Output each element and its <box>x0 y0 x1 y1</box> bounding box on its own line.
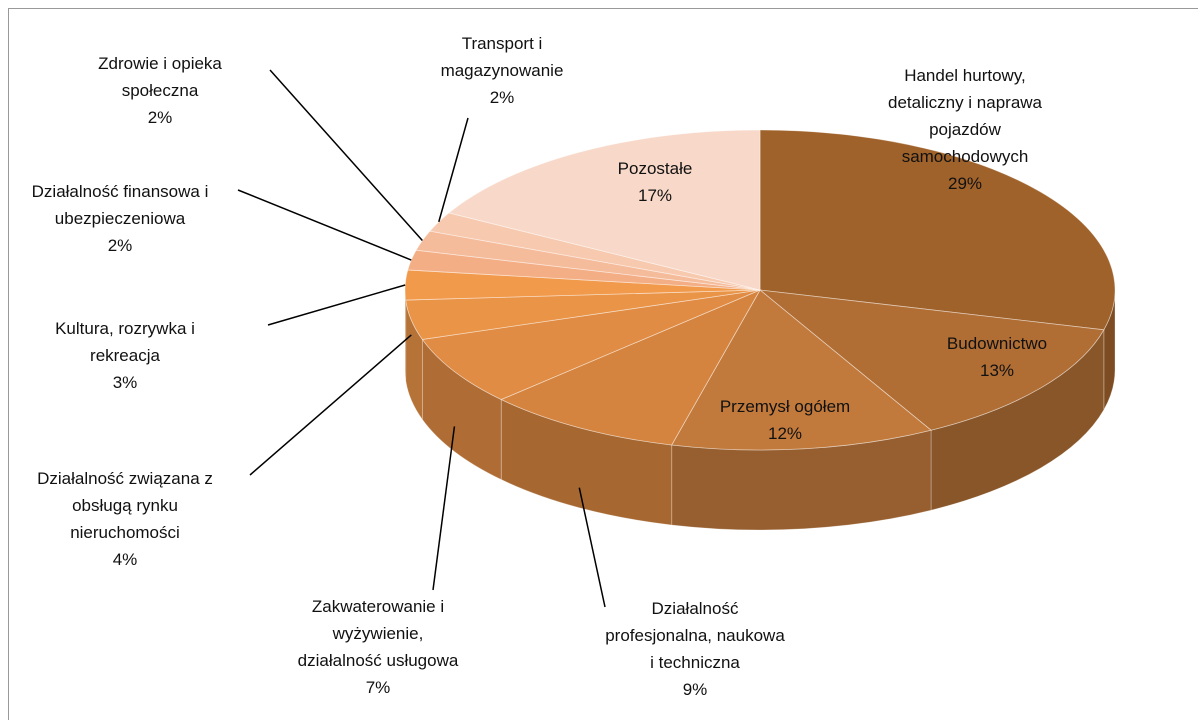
data-label: Pozostałe 17% <box>580 155 730 209</box>
value-label: 12% <box>767 424 803 443</box>
data-label: Działalność związana z obsługą rynku nie… <box>25 465 225 573</box>
category-label: Przemysł ogółem <box>719 397 851 416</box>
data-label: Zdrowie i opieka społeczna 2% <box>80 50 240 131</box>
category-label: Handel hurtowy, detaliczny i naprawa poj… <box>887 66 1043 166</box>
data-label: Transport i magazynowanie 2% <box>427 30 577 111</box>
category-label: Budownictwo <box>946 334 1048 353</box>
value-label: 2% <box>489 88 515 107</box>
category-label: Pozostałe <box>617 159 693 178</box>
leader-line <box>432 426 456 591</box>
chart-frame <box>8 8 1198 720</box>
value-label: 4% <box>112 550 138 569</box>
slice <box>421 289 761 400</box>
category-label: Zakwaterowanie i wyżywienie, działalność… <box>297 597 459 670</box>
value-label: 9% <box>682 680 708 699</box>
leader-line <box>267 284 406 326</box>
data-label: Kultura, rozrywka i rekreacja 3% <box>40 315 210 396</box>
leader-line <box>578 487 606 608</box>
slice <box>671 289 932 451</box>
value-label: 2% <box>107 236 133 255</box>
slice <box>759 129 1116 331</box>
value-label: 13% <box>979 361 1015 380</box>
data-label: Handel hurtowy, detaliczny i naprawa poj… <box>873 62 1058 197</box>
data-label: Zakwaterowanie i wyżywienie, działalność… <box>291 593 466 701</box>
category-label: Działalność finansowa i ubezpieczeniowa <box>31 182 209 228</box>
value-label: 2% <box>147 108 173 127</box>
data-label: Przemysł ogółem 12% <box>685 393 885 447</box>
slice <box>500 289 761 446</box>
slice <box>448 129 761 291</box>
leader-line <box>438 117 469 223</box>
slice <box>758 289 1105 431</box>
category-label: Kultura, rozrywka i rekreacja <box>55 319 195 365</box>
value-label: 7% <box>365 678 391 697</box>
value-label: 29% <box>947 174 983 193</box>
leader-line <box>269 69 423 242</box>
data-label: Działalność profesjonalna, naukowa i tec… <box>605 595 785 703</box>
category-label: Działalność związana z obsługą rynku nie… <box>37 469 213 542</box>
leader-line <box>249 334 412 476</box>
leader-line <box>237 189 412 261</box>
slice-side <box>404 289 407 381</box>
category-label: Transport i magazynowanie <box>440 34 564 80</box>
category-label: Zdrowie i opieka społeczna <box>98 54 222 100</box>
category-label: Działalność profesjonalna, naukowa i tec… <box>605 599 785 672</box>
value-label: 3% <box>112 373 138 392</box>
value-label: 17% <box>637 186 673 205</box>
data-label: Działalność finansowa i ubezpieczeniowa 2… <box>25 178 215 259</box>
data-label: Budownictwo 13% <box>897 330 1097 384</box>
